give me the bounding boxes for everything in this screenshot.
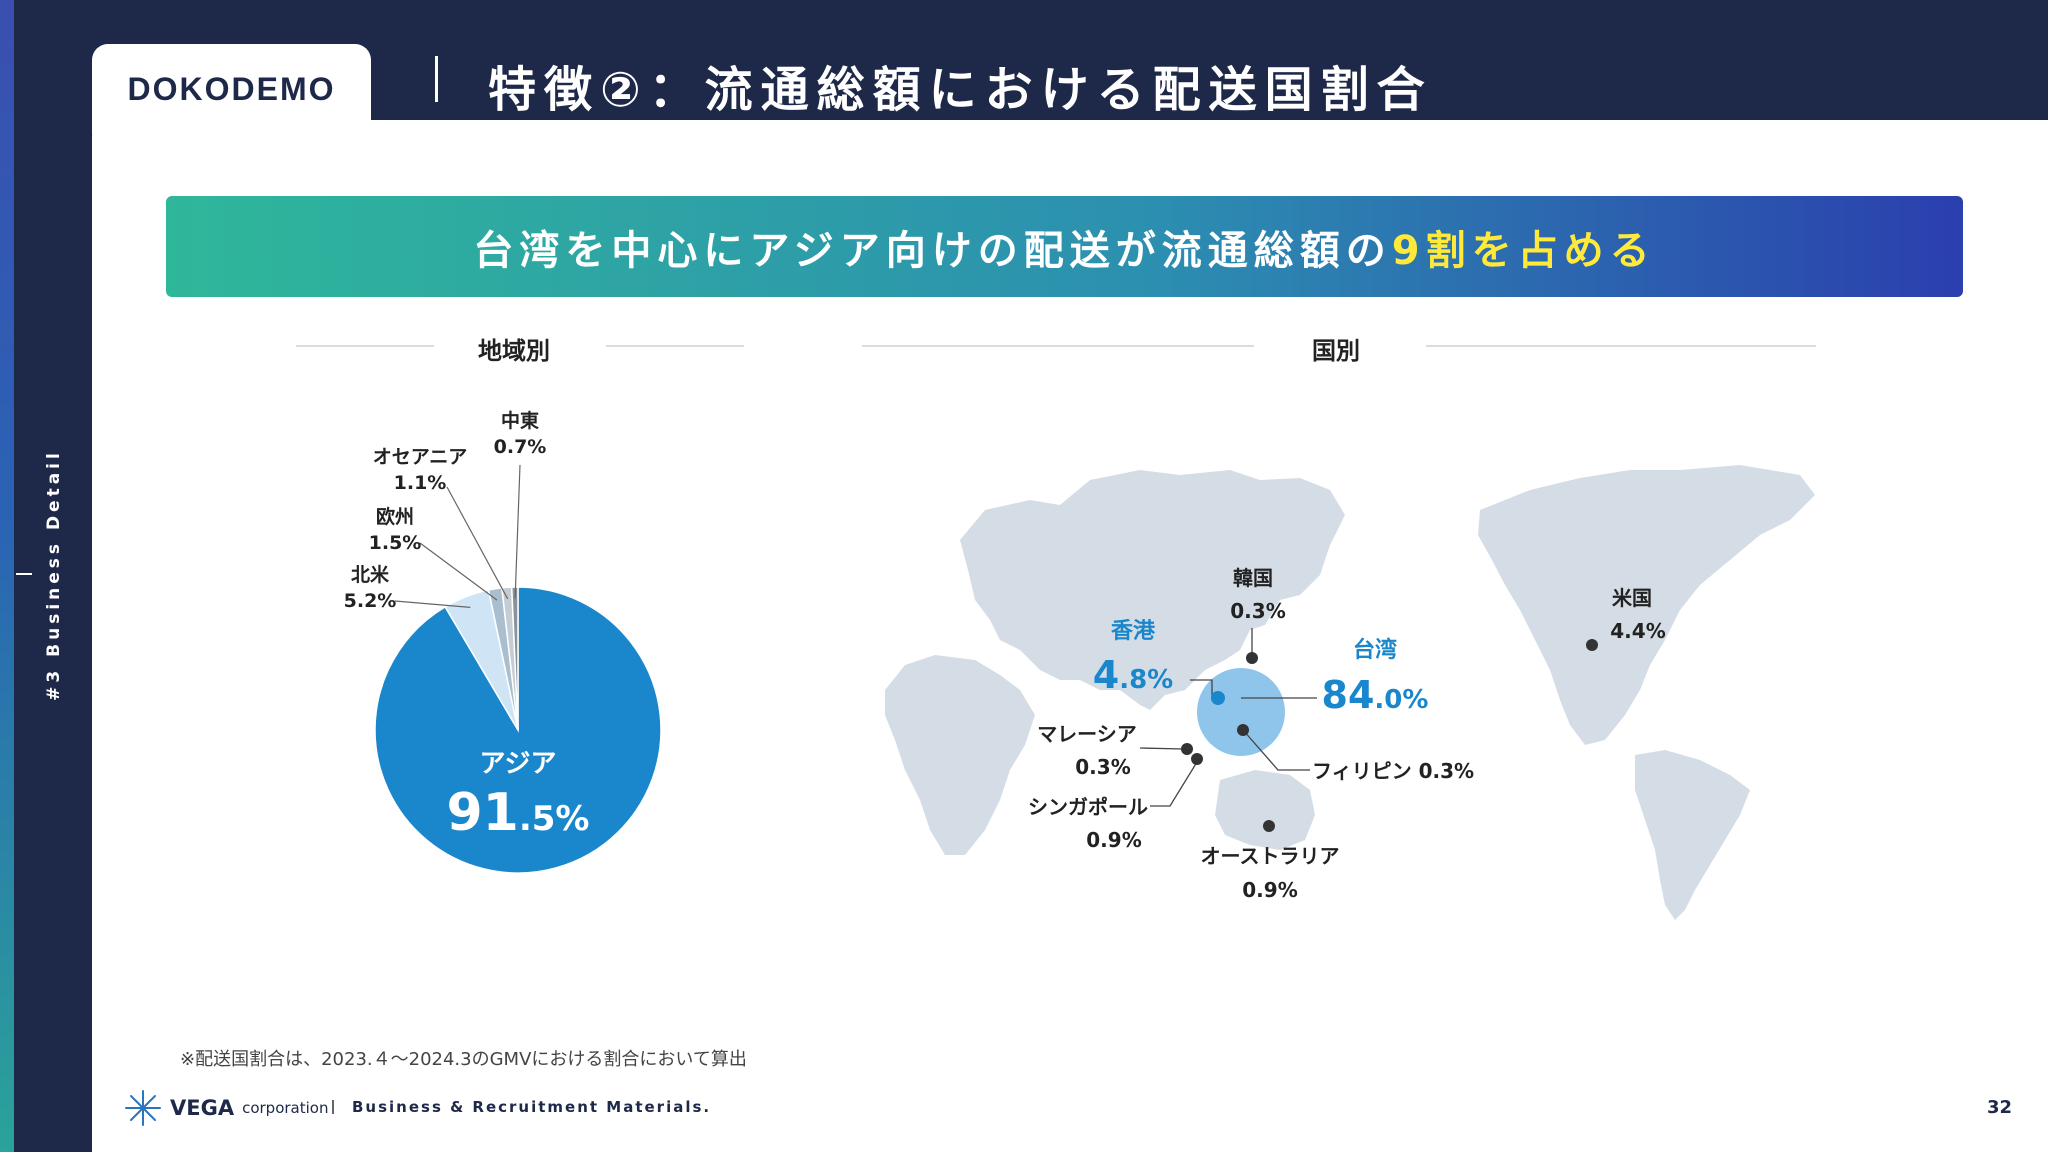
- pie-label-name-1: 北米: [351, 563, 390, 586]
- logo-tab: DOKODEMO: [92, 44, 371, 134]
- side-accent-bar: [0, 0, 14, 1152]
- pie-main-value-int: 91: [446, 783, 518, 843]
- banner-highlight: 9割を占める: [1391, 227, 1656, 274]
- pie-leader-1: [394, 600, 471, 608]
- pie-label-name-3: オセアニア: [373, 446, 468, 468]
- map-value-3: 0.3%: [1230, 599, 1285, 623]
- map-name-7: オーストラリア: [1201, 844, 1340, 868]
- title-separator: [435, 56, 438, 102]
- footer-brand-suffix: corporation: [242, 1099, 329, 1117]
- map-dot-3: [1246, 652, 1258, 664]
- continent-africa: [885, 655, 1035, 855]
- map-leader-5: [1150, 761, 1198, 807]
- map-value-5: 0.9%: [1086, 828, 1141, 852]
- page-number: 32: [1986, 1097, 2012, 1118]
- map-name-0: 台湾: [1353, 637, 1397, 663]
- map-name-2: 米国: [1612, 586, 1652, 610]
- map-dot-7: [1263, 820, 1275, 832]
- pie-label-value-2: 1.5%: [369, 532, 422, 554]
- footer-tagline: Business & Recruitment Materials.: [352, 1098, 712, 1116]
- map-dot-4: [1181, 743, 1193, 755]
- map-value-1: 4.8%: [1093, 653, 1173, 697]
- pie-main-name: アジア: [480, 749, 557, 779]
- region-rule-right: [606, 345, 744, 347]
- pie-main-value: 91.5%: [446, 783, 589, 843]
- taiwan-bubble: [1197, 668, 1285, 756]
- pie-slice-4: [510, 586, 519, 731]
- map-name-5: シンガポール: [1028, 795, 1148, 819]
- country-rule-left: [862, 345, 1254, 347]
- map-value-int-0: 84: [1322, 673, 1375, 717]
- continent-australia: [1215, 770, 1315, 850]
- side-tick: [16, 573, 32, 575]
- map-dot-2: [1586, 639, 1598, 651]
- map-value-0: 84.0%: [1322, 673, 1429, 717]
- pie-label-value-3: 1.1%: [394, 472, 447, 494]
- map-name-4: マレーシア: [1037, 722, 1137, 746]
- banner-prefix: 台湾を中心にアジア向けの配送が流通総額の: [473, 227, 1392, 274]
- logo: DOKODEMO: [127, 70, 336, 107]
- footer-brand-name: VEGA: [170, 1096, 235, 1120]
- pie-label-name-2: 欧州: [376, 505, 414, 528]
- footer-brand: VEGA corporation: [124, 1089, 328, 1127]
- map-name-3: 韓国: [1233, 566, 1273, 590]
- continent-europe-asia: [960, 470, 1345, 710]
- map-label-6: フィリピン 0.3%: [1312, 759, 1474, 783]
- pie-main-value-dec: .5%: [519, 799, 590, 839]
- map-value-7: 0.9%: [1242, 878, 1297, 902]
- continent-north-america: [1478, 465, 1815, 745]
- pie-leader-2: [419, 542, 498, 601]
- pie-label-value-1: 5.2%: [344, 590, 397, 612]
- greenland: [1720, 470, 1800, 520]
- map-leader-6: [1242, 729, 1310, 771]
- pie-label-name-4: 中東: [501, 409, 539, 432]
- pie-leader-3: [446, 486, 509, 600]
- map-value-4: 0.3%: [1075, 755, 1130, 779]
- world-map: [885, 465, 1815, 920]
- region-pie-chart: 北米 5.2% 欧州 1.5% オセアニア 1.1% 中東 0.7% アジア 91.5%: [344, 409, 662, 874]
- footer-separator: [332, 1100, 334, 1114]
- country-map-annotations: 台湾 84.0% 香港 4.8% 米国 4.4% 韓国 0.3% マレーシア 0.3% シンガポール…: [1028, 566, 1666, 902]
- map-dot-6: [1237, 724, 1249, 736]
- page-title: 特徴②：流通総額における配送国割合: [488, 62, 1433, 118]
- headline-banner: 台湾を中心にアジア向けの配送が流通総額の9割を占める: [166, 196, 1963, 297]
- continent-south-america: [1635, 750, 1750, 920]
- map-leader-1: [1190, 679, 1213, 696]
- map-value-2: 4.4%: [1610, 619, 1665, 643]
- map-value-dec-1: .8%: [1119, 665, 1173, 695]
- region-rule-left: [296, 345, 434, 347]
- country-rule-right: [1426, 345, 1816, 347]
- map-leader-4: [1139, 747, 1184, 750]
- pie-leader-4: [514, 464, 521, 599]
- footnote: ※配送国割合は、2023.４～2024.3のGMVにおける割合において算出: [180, 1049, 747, 1070]
- map-value-dec-0: .0%: [1374, 685, 1428, 715]
- pie-label-value-4: 0.7%: [494, 436, 547, 458]
- banner-text: 台湾を中心にアジア向けの配送が流通総額の9割を占める: [473, 218, 1655, 276]
- map-name-1: 香港: [1111, 619, 1156, 644]
- map-dot-5: [1191, 753, 1203, 765]
- region-section-title: 地域別: [478, 337, 550, 365]
- map-value-int-1: 4: [1093, 653, 1119, 697]
- country-section-title: 国別: [1312, 337, 1360, 365]
- map-dot-1: [1211, 691, 1225, 705]
- vega-star-icon: [125, 1090, 161, 1126]
